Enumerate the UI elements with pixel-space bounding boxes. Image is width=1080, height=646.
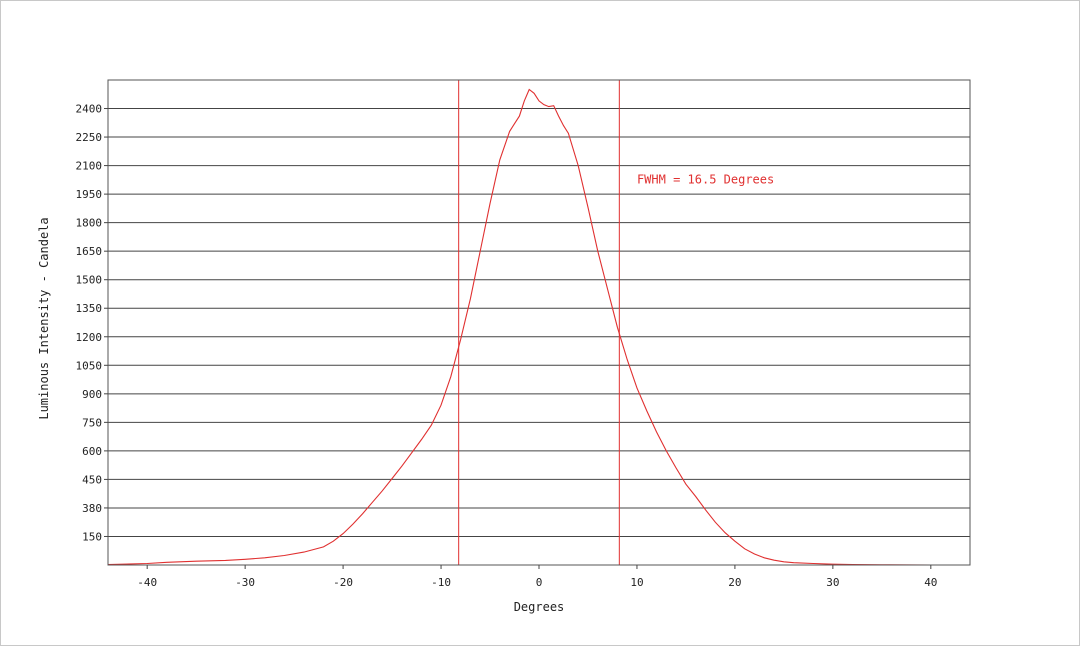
y-tick-label: 2400 — [76, 103, 103, 116]
y-tick-label: 1350 — [76, 302, 103, 315]
x-tick-label: -40 — [137, 576, 157, 589]
y-tick-label: 1650 — [76, 245, 103, 258]
y-tick-label: 600 — [82, 445, 102, 458]
y-tick-label: 150 — [82, 530, 102, 543]
x-tick-label: 40 — [924, 576, 937, 589]
y-tick-label: 1950 — [76, 188, 103, 201]
y-axis-title: Luminous Intensity - Candela — [37, 217, 51, 419]
series-layer — [107, 88, 970, 566]
x-tick-label: 0 — [536, 576, 543, 589]
y-tick-label: 1800 — [76, 217, 103, 230]
x-tick-label: 10 — [630, 576, 643, 589]
x-tick-label: -10 — [431, 576, 451, 589]
y-tick-label: 750 — [82, 416, 102, 429]
y-tick-label: 1050 — [76, 359, 103, 372]
x-axis-title: Degrees — [514, 600, 565, 614]
x-tick-label: -30 — [235, 576, 255, 589]
y-tick-label: 380 — [82, 502, 102, 515]
x-tick-label: 20 — [728, 576, 741, 589]
y-tick-label: 450 — [82, 473, 102, 486]
plot-area-border — [107, 79, 971, 566]
series-line — [107, 88, 970, 566]
y-tick-label: 1200 — [76, 331, 103, 344]
y-tick-label: 1500 — [76, 274, 103, 287]
x-tick-label: -20 — [333, 576, 353, 589]
y-tick-label: 2250 — [76, 131, 103, 144]
x-axis-ticks: -40 -30 -20 -10 0 10 20 30 40 — [137, 565, 937, 589]
y-tick-label: 900 — [82, 388, 102, 401]
fwhm-annotation: FWHM = 16.5 Degrees — [637, 173, 774, 187]
grid-lines — [108, 108, 970, 537]
x-tick-label: 30 — [826, 576, 839, 589]
y-axis-ticks: 150 380 450 600 750 900 1050 1200 1350 1500 1650 18… — [76, 103, 108, 543]
y-tick-label: 2100 — [76, 160, 103, 173]
fwhm-markers — [458, 80, 620, 565]
